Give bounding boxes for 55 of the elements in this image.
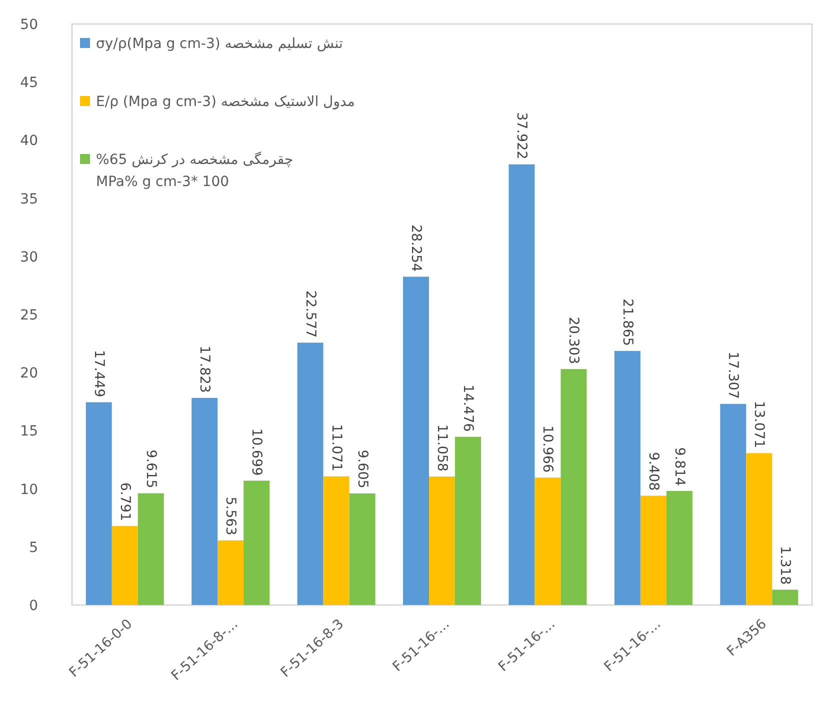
data-label: 22.577 [302, 290, 318, 338]
bar [218, 540, 244, 605]
data-label: 17.449 [90, 350, 107, 398]
bar [323, 476, 350, 605]
bar [403, 276, 429, 605]
data-label: 10.699 [248, 428, 265, 476]
data-label: 21.865 [619, 298, 636, 346]
legend-label: تنش تسلیم مشخصه σy/ρ(Mpa g cm-3) [96, 36, 343, 52]
legend-label: مدول الاستیک مشخصه E/ρ (Mpa g cm-3) [96, 94, 355, 110]
data-label: 9.615 [142, 450, 159, 488]
bar [508, 164, 535, 605]
data-label: 37.922 [514, 112, 530, 160]
y-tick-label: 25 [20, 308, 38, 324]
data-label: 11.058 [434, 424, 450, 472]
bar [244, 480, 270, 605]
bar [534, 478, 561, 605]
data-label: 11.071 [328, 424, 344, 472]
bar [666, 490, 692, 605]
bar [192, 398, 218, 605]
bar [720, 404, 746, 605]
y-tick-label: 15 [20, 424, 38, 440]
data-label: 17.307 [725, 352, 742, 399]
bar [560, 369, 587, 605]
bar [138, 493, 164, 605]
y-tick-label: 40 [20, 133, 38, 150]
bar [640, 496, 666, 605]
data-label: 20.303 [566, 316, 582, 364]
data-label: 28.254 [408, 224, 424, 272]
bar [86, 402, 112, 605]
data-label: 9.814 [671, 447, 688, 486]
data-label: 9.605 [354, 450, 370, 488]
data-label: 17.823 [196, 346, 213, 393]
y-tick-label: 5 [29, 540, 38, 556]
y-tick-label: 20 [20, 366, 38, 382]
bar [429, 476, 455, 605]
data-label: 13.071 [751, 400, 768, 448]
bar [746, 453, 772, 605]
y-tick-label: 10 [20, 482, 38, 498]
bar [614, 350, 640, 605]
data-label: 1.318 [777, 546, 794, 585]
bar [297, 342, 324, 605]
bar [455, 436, 481, 605]
y-tick-label: 50 [20, 17, 38, 33]
data-label: 5.563 [222, 496, 239, 536]
data-label: 9.408 [645, 452, 662, 491]
bar [112, 526, 138, 605]
data-label: 10.966 [540, 425, 556, 473]
y-tick-label: 30 [20, 249, 38, 266]
bar [772, 590, 798, 605]
data-label: 6.791 [116, 482, 133, 522]
y-tick-label: 35 [20, 191, 38, 208]
data-label: 14.476 [460, 384, 476, 432]
y-tick-label: 0 [29, 598, 38, 614]
bar [349, 493, 376, 605]
y-tick-label: 45 [20, 75, 38, 92]
